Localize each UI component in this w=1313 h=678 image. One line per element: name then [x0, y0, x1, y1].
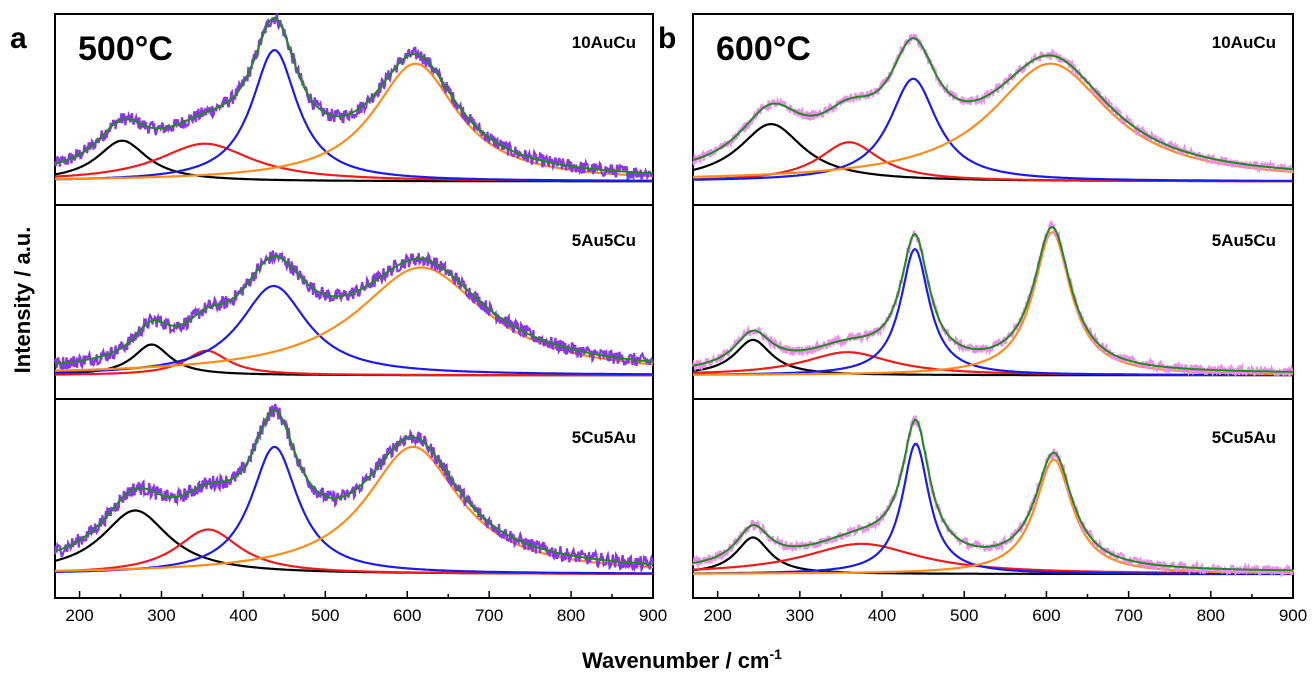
panel-b-5Cu5Au-peak-3	[693, 442, 1293, 575]
panel-b-5Au5Cu-fit-envelope	[692, 226, 1294, 373]
panel-b-10AuCu-peak-2	[692, 141, 1293, 183]
panel-b-5Cu5Au-fit-envelope	[692, 418, 1293, 572]
panel-a-tick-label-800: 800	[557, 606, 585, 625]
panel-a-letter: a	[10, 22, 27, 55]
panel-a-tick-label-400: 400	[229, 606, 257, 625]
panel-a-5Cu5Au-fit-envelope	[54, 409, 654, 566]
panel-b-x-ticks: 200 300 400 500 600 700 800 900	[703, 591, 1307, 625]
panel-b-10AuCu-peak-3	[693, 77, 1293, 182]
panel-a-5Au5Cu-fit-envelope	[54, 255, 654, 365]
panel-a-sample-1: 10AuCu	[572, 33, 636, 52]
panel-a-temperature: 500°C	[78, 30, 173, 68]
panel-b-5Au5Cu-measured	[691, 219, 1294, 379]
panel-a-sample-3: 5Cu5Au	[572, 428, 636, 447]
panel-b-10AuCu-peak-4	[692, 62, 1294, 178]
panel-a-5Cu5Au-peak-4	[54, 445, 654, 572]
panel-b-letter: b	[658, 22, 676, 55]
panel-a-tick-label-700: 700	[475, 606, 503, 625]
panel-b-frame	[692, 13, 1294, 599]
panel-a-x-ticks: 200 300 400 500 600 700 800 900	[65, 591, 667, 625]
panel-b-tick-label-400: 400	[868, 606, 896, 625]
panel-a-5Au5Cu-peak-2	[54, 349, 653, 377]
panel-a-series	[53, 13, 655, 575]
panel-b-series	[691, 33, 1295, 578]
panel-b-5Cu5Au-peak-4	[693, 458, 1293, 575]
panel-b-tick-label-500: 500	[950, 606, 978, 625]
panel-b-tick-label-200: 200	[703, 606, 731, 625]
panel-a-frame	[54, 13, 654, 599]
panel-a-5Cu5Au-measured	[53, 403, 655, 574]
panel-b-temperature: 600°C	[716, 30, 811, 68]
panel-a: 200 300 400 500 600 700 800 900 a 500°C 10AuCu …	[10, 13, 667, 625]
panel-b: 200 300 400 500 600 700 800 900 b 600°C 10AuCu …	[658, 13, 1307, 625]
x-axis-title-text: Wavenumber / cm	[582, 648, 769, 673]
panel-b-tick-label-600: 600	[1032, 606, 1060, 625]
panel-a-tick-label-500: 500	[311, 606, 339, 625]
panel-a-5Cu5Au-peak-1	[54, 509, 653, 575]
panel-a-10AuCu-peak-3	[54, 48, 653, 182]
panel-b-sample-3: 5Cu5Au	[1212, 428, 1276, 447]
panel-b-tick-label-900: 900	[1279, 606, 1307, 625]
y-axis-title: Intensity / a.u.	[10, 227, 35, 374]
panel-a-sample-2: 5Au5Cu	[572, 231, 636, 250]
panel-b-tick-label-300: 300	[786, 606, 814, 625]
panel-a-10AuCu-fit-envelope	[54, 16, 654, 175]
panel-b-5Au5Cu-peak-4	[693, 231, 1293, 376]
panel-a-tick-label-900: 900	[639, 606, 667, 625]
panel-a-tick-label-600: 600	[393, 606, 421, 625]
panel-b-sample-2: 5Au5Cu	[1212, 231, 1276, 250]
panel-a-5Au5Cu-measured	[53, 250, 655, 370]
panel-a-tick-label-300: 300	[147, 606, 175, 625]
panel-b-tick-label-700: 700	[1114, 606, 1142, 625]
panel-b-5Cu5Au-measured	[691, 414, 1295, 578]
panel-a-tick-label-200: 200	[65, 606, 93, 625]
panel-b-10AuCu-fit-envelope	[692, 37, 1294, 171]
x-axis-title-superscript: -1	[770, 646, 783, 662]
x-axis-title: Wavenumber / cm-1	[582, 646, 782, 673]
panel-b-tick-label-800: 800	[1197, 606, 1225, 625]
panel-a-5Au5Cu-peak-3	[54, 284, 653, 376]
panel-b-sample-1: 10AuCu	[1212, 33, 1276, 52]
